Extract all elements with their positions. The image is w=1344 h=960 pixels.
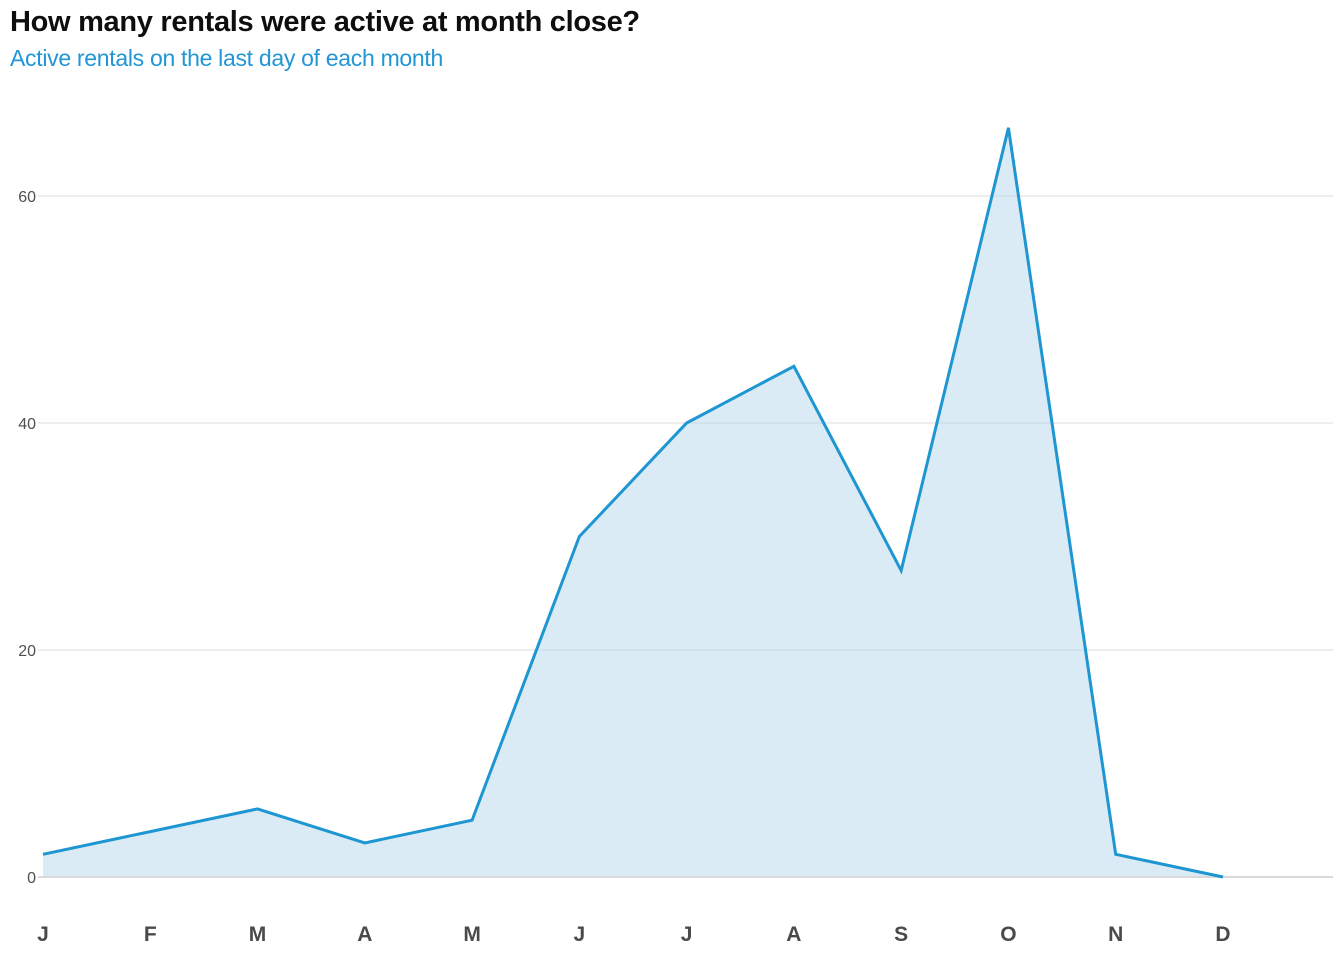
y-axis-tick-label: 40 — [18, 416, 36, 433]
x-axis-month-label: D — [1215, 923, 1230, 946]
x-axis-month-label: J — [574, 923, 586, 946]
x-axis-month-label: O — [1000, 923, 1016, 946]
x-axis-month-label: S — [894, 923, 908, 946]
x-axis-month-label: J — [37, 923, 49, 946]
area-fill — [43, 127, 1223, 877]
x-axis-month-label: F — [144, 923, 157, 946]
y-axis-tick-label: 20 — [18, 643, 36, 660]
x-axis-month-label: M — [463, 923, 481, 946]
data-line — [42, 127, 1224, 879]
chart-title: How many rentals were active at month cl… — [10, 6, 640, 38]
x-axis-month-label: M — [249, 923, 267, 946]
chart-subtitle: Active rentals on the last day of each m… — [10, 45, 443, 72]
y-axis-tick-label: 60 — [18, 189, 36, 206]
x-axis-month-label: N — [1108, 923, 1123, 946]
y-axis-tick-label: 0 — [27, 870, 36, 887]
x-axis-month-label: A — [786, 923, 801, 946]
x-axis-month-label: A — [357, 923, 372, 946]
chart-header: How many rentals were active at month cl… — [10, 6, 1334, 72]
x-axis-month-label: J — [681, 923, 693, 946]
